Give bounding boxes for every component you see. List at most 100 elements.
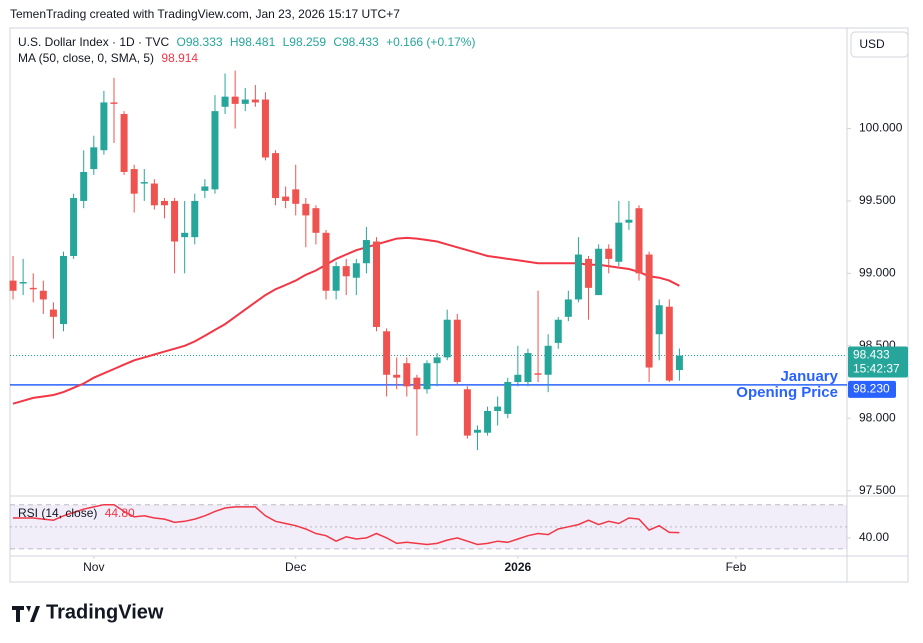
candle-body: [463, 389, 471, 436]
last-price-badge: [848, 346, 908, 378]
y-tick-label: 98.000: [859, 410, 896, 424]
candle-body: [110, 102, 118, 104]
candle-body: [585, 258, 593, 288]
candle-body: [181, 232, 189, 238]
candle-body: [473, 429, 481, 433]
logo: TradingView: [12, 601, 164, 623]
rsi-legend: RSI (14, close) 44.80: [18, 506, 139, 520]
candle-body: [120, 114, 128, 172]
candle-body: [524, 353, 532, 383]
rsi-line: [13, 503, 680, 546]
candle-body: [625, 219, 633, 223]
candle-body: [261, 99, 269, 158]
candle-body: [191, 200, 199, 238]
candle-body: [140, 182, 148, 184]
candle-body: [272, 153, 280, 199]
opening-price-text: January: [780, 368, 838, 385]
ma-legend: MA (50, close, 0, SMA, 5) 98.914: [18, 51, 202, 65]
candle-body: [29, 287, 37, 290]
ma-line: [12, 236, 680, 405]
candle-body: [605, 248, 613, 259]
candle-body: [241, 99, 249, 104]
candle-body: [504, 382, 512, 414]
candle-body: [9, 280, 17, 291]
x-tick-label: 2026: [505, 560, 532, 574]
candle-body: [80, 171, 88, 201]
y-tick-label: 99.000: [859, 266, 896, 280]
y-tick-label: 99.500: [859, 193, 896, 207]
candle-body: [312, 208, 320, 233]
ohlc-close: C98.433: [333, 35, 379, 49]
candle-body: [615, 222, 623, 262]
candle-body: [413, 377, 421, 390]
y-tick-label: 97.500: [859, 483, 896, 497]
candle-body: [534, 373, 542, 375]
y-tick-label: 100.000: [859, 121, 903, 135]
currency-label: USD: [859, 37, 885, 51]
candle-body: [302, 203, 310, 216]
x-tick-label: Feb: [726, 560, 747, 574]
x-tick-label: Dec: [285, 560, 306, 574]
candle-body: [39, 290, 47, 300]
candle-body: [514, 374, 522, 383]
ma-value: 98.914: [161, 51, 199, 65]
candle-body: [130, 169, 138, 194]
candle-body: [362, 240, 370, 264]
candle-body: [383, 331, 391, 375]
ma-name: MA (50, close, 0, SMA, 5): [18, 51, 155, 65]
currency-button[interactable]: [850, 31, 909, 58]
candle-body: [322, 232, 330, 291]
watermark: TemenTrading created with TradingView.co…: [10, 7, 400, 21]
candle-body: [443, 319, 451, 358]
candle-body: [150, 183, 158, 206]
candle-body: [635, 208, 643, 274]
ohlc-low: L98.259: [282, 35, 326, 49]
candle-body: [655, 305, 663, 335]
candle-body: [49, 309, 57, 317]
chart-frame: [9, 27, 909, 583]
candle-body: [645, 254, 653, 368]
x-tick-label: Nov: [83, 560, 104, 574]
candle-body: [665, 306, 673, 381]
rsi-band: [10, 504, 847, 549]
candle-body: [393, 374, 401, 378]
candle-body: [373, 241, 381, 327]
candle-body: [484, 410, 492, 433]
candle-body: [342, 266, 350, 277]
candle-body: [595, 248, 603, 296]
ohlc-open: O98.333: [176, 35, 223, 49]
rsi-tick-label: 40.00: [859, 530, 889, 544]
candle-body: [423, 363, 431, 390]
candle-body: [221, 96, 229, 107]
candle-body: [433, 357, 441, 364]
rsi-value: 44.80: [104, 506, 135, 520]
opening-price-label: 98.230: [853, 382, 890, 396]
ohlc-high: H98.481: [229, 35, 276, 49]
last-price-label: 98.433: [853, 348, 890, 362]
candle-body: [201, 186, 209, 191]
opening-price-badge: [848, 380, 896, 398]
countdown-label: 15:42:37: [853, 362, 900, 376]
opening-price-text: Opening Price: [736, 384, 838, 401]
candle-body: [231, 96, 239, 104]
candle-body: [403, 363, 411, 387]
symbol: U.S. Dollar Index · 1D · TVC: [18, 35, 170, 49]
candle-body: [211, 111, 219, 190]
candle-body: [60, 255, 68, 325]
candle-body: [352, 263, 360, 278]
candle-body: [160, 200, 168, 206]
candle-body: [574, 254, 582, 300]
candle-body: [564, 299, 572, 317]
candle-body: [70, 198, 78, 256]
candle-body: [453, 319, 461, 383]
change: +0.166 (+0.17%): [386, 35, 476, 49]
candle-body: [554, 319, 562, 343]
rsi-name: RSI (14, close): [18, 506, 98, 520]
candle-body: [292, 189, 300, 204]
candle-body: [251, 99, 259, 103]
candle-body: [171, 200, 179, 242]
candle-body: [544, 345, 552, 375]
candle-body: [332, 266, 340, 291]
